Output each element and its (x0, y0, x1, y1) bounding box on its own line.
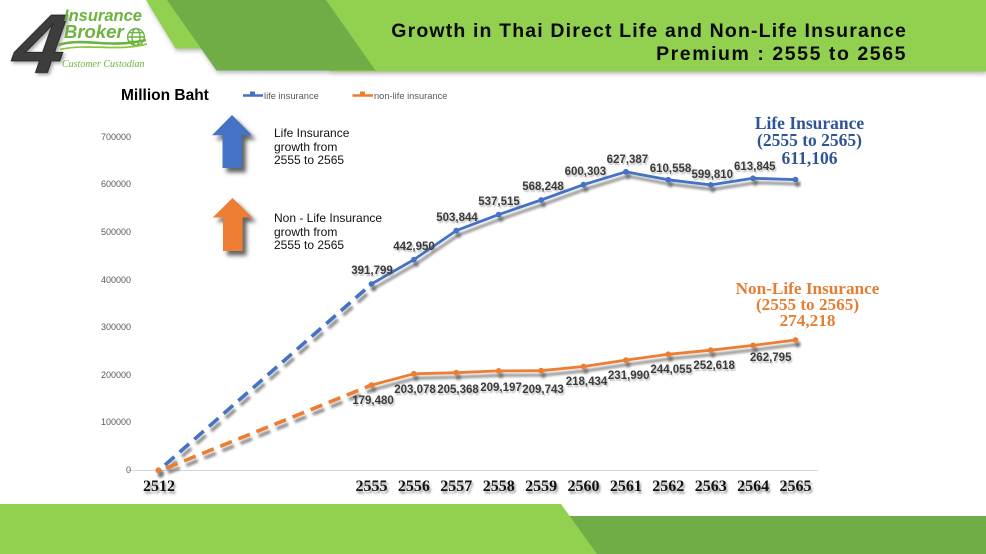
svg-text:Broker: Broker (64, 21, 125, 42)
svg-text:4: 4 (6, 0, 72, 91)
svg-text:Customer Custodian: Customer Custodian (62, 59, 145, 70)
svg-text:Insurance: Insurance (64, 7, 142, 25)
